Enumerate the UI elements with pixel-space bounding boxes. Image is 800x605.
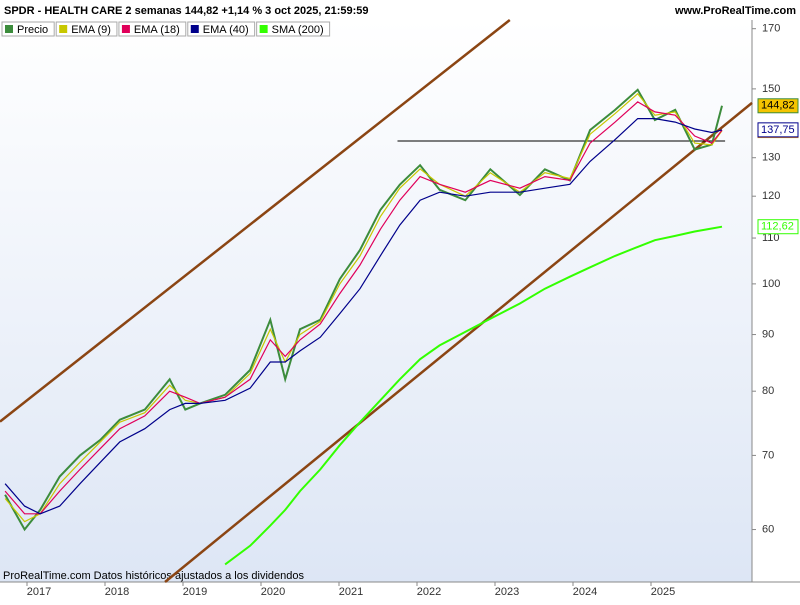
- y-tick-label: 80: [762, 385, 774, 397]
- legend-label: EMA (18): [134, 24, 180, 36]
- series-line: [4, 92, 723, 523]
- legend-label: EMA (40): [203, 24, 249, 36]
- legend-label: Precio: [17, 24, 48, 36]
- series-line: [4, 101, 723, 515]
- last-value-box: [757, 98, 799, 114]
- y-tick-label: 70: [762, 449, 774, 461]
- x-tick-label: 2025: [651, 586, 675, 598]
- x-tick-label: 2020: [261, 586, 285, 598]
- y-tick-label: 100: [762, 278, 780, 290]
- legend-swatch: [5, 25, 13, 33]
- y-tick-label: 110: [762, 232, 780, 244]
- last-value-box: [757, 122, 799, 138]
- last-value-label: 137,75: [761, 124, 795, 136]
- last-value-label: 144,82: [761, 100, 795, 112]
- x-tick-label: 2019: [183, 586, 207, 598]
- axis-bg: [752, 20, 800, 582]
- y-tick-label: 150: [762, 83, 780, 95]
- x-tick-label: 2022: [417, 586, 441, 598]
- x-tick-label: 2023: [495, 586, 519, 598]
- x-tick-label: 2017: [27, 586, 51, 598]
- series-line: [4, 88, 723, 532]
- last-value-box: [757, 219, 799, 235]
- legend-box: [118, 21, 187, 37]
- legend-swatch: [121, 25, 130, 33]
- last-value-label: 112,62: [761, 221, 794, 233]
- legend-box: [256, 21, 331, 37]
- y-tick-label: 90: [762, 328, 774, 340]
- plot-bg: [0, 20, 752, 582]
- legend-box: [187, 21, 256, 37]
- y-tick-label: 60: [762, 523, 774, 535]
- legend-label: SMA (200): [272, 24, 324, 36]
- legend-box: [55, 21, 118, 37]
- footer: ProRealTime.com Datos históricos ajustad…: [3, 570, 305, 582]
- x-tick-label: 2024: [573, 586, 597, 598]
- x-tick-label: 2021: [339, 586, 363, 598]
- series-line: [4, 118, 723, 515]
- title: SPDR - HEALTH CARE 2 semanas 144,82 +1,1…: [4, 5, 369, 17]
- trendline: [0, 19, 511, 423]
- trendline: [164, 101, 753, 583]
- y-tick-label: 120: [762, 190, 780, 202]
- x-tick-label: 2018: [105, 586, 129, 598]
- legend-swatch: [190, 25, 199, 33]
- legend-swatch: [259, 25, 268, 33]
- series-line: [224, 225, 723, 566]
- site: www.ProRealTime.com: [674, 5, 796, 17]
- legend-label: EMA (9): [71, 24, 111, 36]
- legend-box: [1, 21, 55, 37]
- y-tick-label: 170: [762, 23, 780, 35]
- legend-swatch: [59, 25, 68, 33]
- y-tick-label: 130: [762, 152, 780, 164]
